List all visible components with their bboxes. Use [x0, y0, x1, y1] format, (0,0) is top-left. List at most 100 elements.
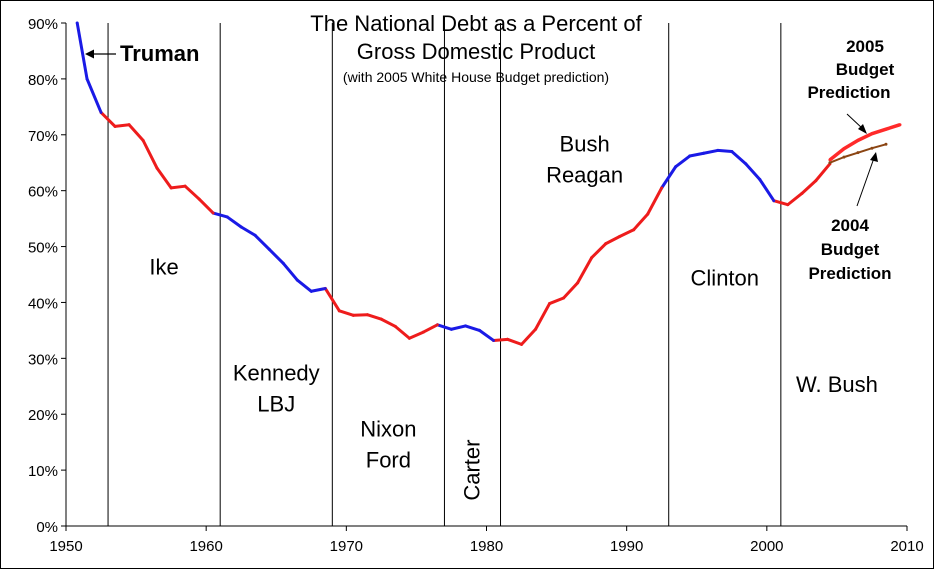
debt-line-segment [786, 191, 804, 207]
debt-line-segment [239, 225, 257, 237]
debt-line-segment [421, 323, 439, 334]
debt-line-segment [281, 261, 299, 282]
debt-data-point [225, 215, 229, 219]
debt-data-point [436, 323, 439, 327]
debt-line-segment [141, 138, 159, 170]
debt-line-segment [99, 110, 117, 128]
debt-line-segment [211, 211, 229, 219]
debt-line-segment [492, 337, 510, 342]
vertical-divider-layer [107, 23, 782, 526]
debt-data-point [141, 138, 145, 142]
debt-line-segment [267, 247, 285, 265]
y-tick-label: 40% [28, 295, 58, 312]
debt-line-segment [75, 21, 89, 81]
debt-line-segment [702, 148, 720, 155]
debt-line-segment [113, 123, 131, 128]
debt-line-segment [225, 215, 243, 229]
debt-data-point [562, 296, 565, 300]
debt-line-segment [253, 233, 271, 251]
debt-line-segment [183, 184, 201, 201]
pred-2005-arrow-line [846, 113, 864, 130]
debt-line-segment [520, 327, 538, 346]
debt-data-point [702, 151, 706, 155]
x-tick-label: 1960 [189, 538, 222, 555]
debt-data-point [674, 165, 678, 169]
debt-data-point [758, 178, 762, 181]
debt-line-segment [576, 256, 594, 285]
debt-data-point [169, 186, 173, 190]
debt-data-point [155, 166, 159, 170]
chart-title-line-1: The National Debt as a Percent of [310, 11, 642, 36]
debt-data-point [323, 287, 327, 290]
pred-2004-arrow-line [856, 157, 875, 207]
debt-line-segment [618, 228, 636, 238]
y-tick-label: 0% [36, 519, 58, 536]
debt-line-segment [562, 281, 580, 300]
prediction-2004-line-point [842, 155, 846, 159]
debt-data-point [422, 330, 425, 334]
x-tick-label: 2010 [890, 538, 923, 555]
debt-data-point [800, 192, 804, 195]
era-label: W. Bush [796, 372, 878, 397]
y-tick-label: 30% [28, 351, 58, 368]
debt-data-point [590, 256, 594, 260]
debt-line-segment [772, 199, 790, 207]
debt-line-segment [365, 313, 383, 321]
debt-data-point [744, 162, 748, 166]
debt-line-segment [660, 165, 678, 190]
prediction-2005-line-point [870, 132, 874, 136]
pred-2005-arrowhead [858, 124, 867, 134]
debt-data-point [295, 278, 299, 282]
debt-line-segment [800, 179, 818, 195]
era-label-carter: Carter [459, 440, 484, 501]
prediction-2005-line-point [884, 127, 888, 131]
debt-data-point [239, 225, 243, 229]
pred-2005-label-line-1: 2005 [846, 37, 884, 56]
debt-line-segment [646, 186, 664, 216]
debt-data-point [211, 211, 215, 215]
prediction-2004-line-point [828, 161, 832, 165]
pred-2005-label-line-2: Budget [836, 60, 895, 79]
debt-line-segment [477, 328, 496, 342]
era-label: Ike [149, 255, 178, 280]
debt-data-point [716, 149, 720, 152]
debt-line-segment [155, 166, 173, 190]
debt-data-point [646, 212, 650, 216]
debt-data-point [99, 111, 103, 114]
pred-2004-label-line-1: 2004 [831, 216, 869, 235]
era-label: Reagan [546, 163, 623, 188]
pred-2005-label-line-3: Prediction [807, 83, 890, 102]
x-tick-label: 1970 [330, 538, 363, 555]
debt-data-point [351, 313, 355, 317]
debt-line-segment [730, 150, 748, 166]
y-tick-label: 20% [28, 407, 58, 424]
y-tick-label: 90% [28, 16, 58, 33]
debt-data-point [534, 327, 537, 331]
debt-line-segment [309, 286, 327, 293]
debt-data-point [618, 235, 622, 238]
debt-data-point [576, 281, 580, 285]
pred-2004-label-line-3: Prediction [808, 264, 891, 283]
debt-line-segment [758, 177, 776, 203]
debt-data-point [379, 317, 383, 321]
debt-data-point [197, 197, 201, 201]
chart-title-line-2: Gross Domestic Product [357, 39, 595, 64]
debt-data-point [253, 233, 257, 237]
debt-data-point [730, 150, 734, 153]
debt-data-point [814, 179, 818, 183]
series-layer [75, 21, 902, 346]
pred-2004-arrowhead [870, 152, 878, 162]
debt-data-point [520, 342, 523, 346]
prediction-2004-line-point [870, 146, 874, 150]
era-label: Nixon [360, 417, 416, 442]
debt-line-segment [674, 154, 692, 169]
debt-data-point [492, 339, 495, 342]
debt-data-point [281, 261, 285, 265]
era-label: Clinton [691, 266, 759, 291]
y-tick-label: 80% [28, 72, 58, 89]
debt-line-segment [197, 197, 215, 215]
truman-label: Truman [120, 41, 199, 66]
debt-line-segment [351, 313, 369, 317]
debt-data-point [604, 242, 608, 246]
